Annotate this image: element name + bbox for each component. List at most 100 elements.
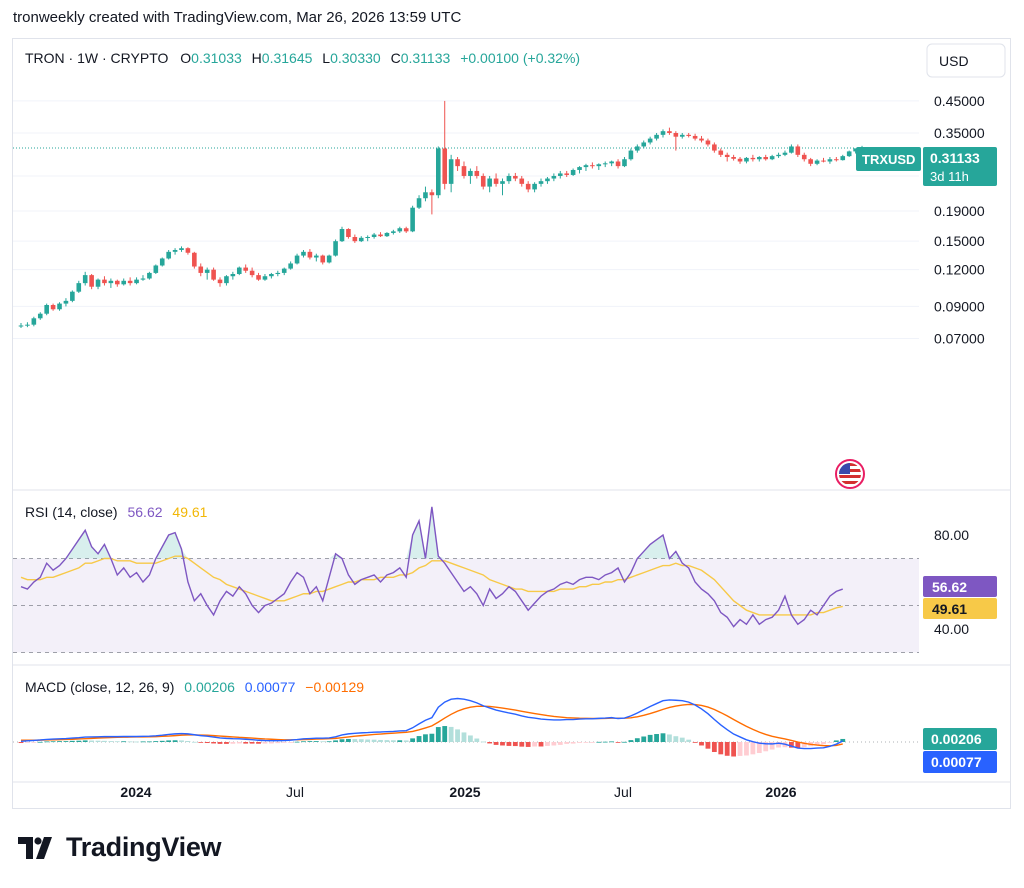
macd-histogram-bar bbox=[789, 742, 794, 748]
candle-body bbox=[583, 165, 589, 168]
macd-histogram-bar bbox=[532, 742, 537, 747]
macd-histogram-bar bbox=[474, 738, 480, 742]
candle-body bbox=[834, 159, 839, 161]
close-label: C bbox=[391, 50, 401, 66]
candle-body bbox=[596, 164, 602, 167]
macd-histogram-bar bbox=[699, 742, 704, 746]
macd-histogram-bar bbox=[705, 742, 711, 749]
candle-body bbox=[236, 267, 242, 275]
candle-body bbox=[301, 251, 306, 256]
candle-body bbox=[397, 228, 403, 232]
macd-histogram-bar bbox=[448, 726, 454, 742]
candle-body bbox=[281, 268, 287, 273]
candle-body bbox=[95, 279, 101, 287]
macd-histogram-bar bbox=[756, 742, 762, 754]
macd-histogram-bar bbox=[634, 738, 640, 742]
macd-histogram-bar bbox=[275, 742, 281, 744]
candle-body bbox=[346, 229, 351, 237]
macd-histogram-bar bbox=[159, 740, 165, 742]
macd-histogram-bar bbox=[814, 742, 820, 746]
candle-body bbox=[339, 229, 345, 242]
macd-histogram-bar bbox=[686, 739, 692, 742]
candle-body bbox=[724, 154, 730, 158]
currency-button[interactable] bbox=[926, 43, 1006, 78]
macd-histogram-bar bbox=[320, 741, 326, 743]
macd-histogram-bar bbox=[262, 742, 268, 744]
macd-histogram-bar bbox=[468, 735, 473, 742]
macd-histogram-bar bbox=[378, 739, 383, 742]
macd-histogram-bar bbox=[198, 742, 204, 743]
macd-histogram-bar bbox=[384, 740, 390, 742]
candle-body bbox=[705, 140, 711, 145]
candle-body bbox=[699, 138, 704, 141]
rsi-overbought-fill bbox=[637, 535, 670, 559]
currency-button-label: USD bbox=[939, 53, 969, 69]
candle-body bbox=[50, 304, 56, 310]
candle-body bbox=[172, 249, 178, 252]
candle-body bbox=[506, 175, 512, 182]
candle-body bbox=[224, 276, 229, 284]
macd-tag-line: 0.00077 bbox=[931, 754, 982, 770]
macd-histogram-bar bbox=[371, 739, 377, 742]
macd-histogram-bar bbox=[153, 741, 159, 742]
candle-body bbox=[840, 156, 846, 161]
macd-histogram-bar bbox=[776, 742, 781, 748]
candle-body bbox=[525, 183, 531, 190]
candle-body bbox=[121, 280, 127, 285]
tradingview-logo[interactable]: TradingView bbox=[18, 832, 222, 863]
macd-histogram-bar bbox=[545, 742, 550, 746]
candle-body bbox=[352, 236, 358, 242]
candle-body bbox=[493, 178, 499, 184]
candle-body bbox=[249, 270, 255, 276]
macd-histogram-bar bbox=[95, 740, 101, 742]
macd-histogram-bar bbox=[134, 741, 139, 743]
candle-body bbox=[102, 279, 107, 284]
rsi-line bbox=[20, 506, 844, 628]
candle-body bbox=[230, 274, 236, 277]
macd-line-value: 0.00077 bbox=[245, 679, 296, 695]
macd-histogram-bar bbox=[525, 742, 531, 747]
macd-histogram-bar bbox=[204, 742, 210, 744]
candle-body bbox=[635, 146, 640, 151]
macd-histogram-bar bbox=[211, 742, 216, 744]
macd-histogram-bar bbox=[127, 741, 133, 743]
us-flag-icon[interactable] bbox=[835, 459, 865, 489]
candle-body bbox=[192, 252, 197, 267]
candle-body bbox=[763, 157, 769, 160]
candle-body bbox=[801, 154, 807, 160]
price-tag-countdown: 3d 11h bbox=[930, 169, 969, 184]
macd-histogram-bar bbox=[108, 741, 114, 742]
candle-body bbox=[551, 175, 557, 179]
macd-histogram-bar bbox=[718, 742, 724, 755]
macd-legend: MACD (close, 12, 26, 9) 0.00206 0.00077 … bbox=[25, 679, 364, 695]
rsi-overbought-fill bbox=[155, 532, 188, 559]
candle-body bbox=[461, 166, 467, 176]
macd-histogram-bar bbox=[333, 740, 338, 742]
macd-tag-histogram: 0.00206 bbox=[931, 731, 982, 747]
macd-histogram-bar bbox=[827, 742, 833, 743]
candle-body bbox=[757, 157, 762, 160]
candle-body bbox=[628, 150, 634, 160]
candle-body bbox=[115, 280, 120, 285]
macd-histogram-bar bbox=[769, 742, 775, 750]
price-tick-label: 0.12000 bbox=[934, 262, 985, 278]
macd-histogram-bar bbox=[577, 742, 582, 743]
macd-histogram-bar bbox=[654, 734, 659, 742]
candle-body bbox=[673, 133, 679, 137]
candle-body bbox=[185, 248, 191, 253]
candle-body bbox=[455, 159, 460, 167]
macd-histogram-bar bbox=[339, 739, 345, 742]
chart-canvas[interactable]: 0.450000.350000.250000.190000.150000.120… bbox=[13, 39, 1010, 808]
candle-body bbox=[153, 265, 159, 273]
time-tick-label: Jul bbox=[286, 784, 304, 800]
candle-body bbox=[853, 148, 858, 152]
macd-histogram-bar bbox=[18, 742, 24, 744]
macd-histogram-bar bbox=[307, 741, 313, 742]
chart-frame[interactable]: 0.450000.350000.250000.190000.150000.120… bbox=[12, 38, 1011, 809]
candle-body bbox=[744, 157, 749, 162]
time-tick-label: 2026 bbox=[765, 784, 796, 800]
macd-histogram-bar bbox=[435, 727, 441, 742]
macd-title: MACD (close, 12, 26, 9) bbox=[25, 679, 174, 695]
macd-histogram-bar bbox=[500, 742, 505, 746]
rsi-tick-label: 80.00 bbox=[934, 527, 969, 543]
